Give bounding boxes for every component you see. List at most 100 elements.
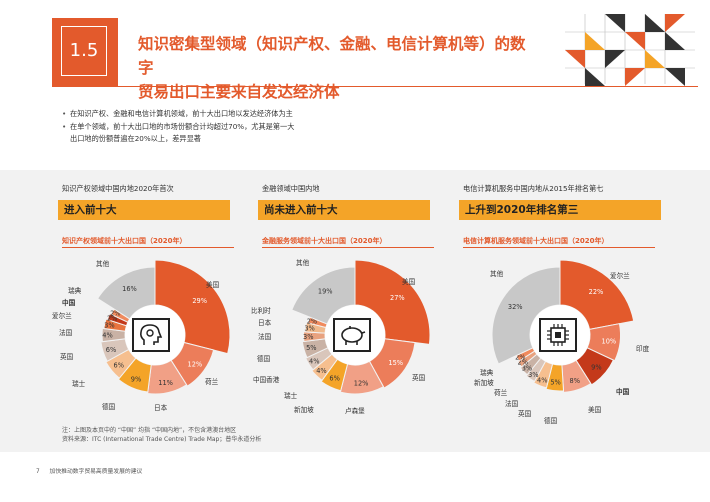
- slice-value-label: 4%: [102, 332, 112, 340]
- slice-value-label: 19%: [318, 288, 333, 296]
- panel-caption: 金融领域中国内地: [262, 184, 320, 193]
- slice-value-label: 6%: [106, 346, 116, 354]
- slice-value-label: 2%: [307, 318, 317, 326]
- bullet-item-continuation: 出口地的份额普遍在20%以上，差异显著: [70, 134, 201, 143]
- cpu-chip-icon: [539, 318, 577, 352]
- panel-caption: 电信计算机服务中国内地从2015年排名第七: [463, 184, 604, 193]
- page-title-line1: 知识密集型领域（知识产权、金融、电信计算机等）的数字: [138, 35, 526, 77]
- category-label: 法国: [505, 400, 519, 408]
- slice-value-label: 5%: [306, 344, 316, 352]
- slice-value-label: 9%: [131, 375, 141, 383]
- section-number-frame: 1.5: [61, 26, 107, 76]
- category-label-highlight: 中国: [62, 299, 76, 307]
- slice-value-label: 10%: [602, 338, 617, 346]
- note-line: 注：上图及本页中的 “中国” 均指 “中国内地”，不包含港澳台地区: [62, 427, 237, 434]
- slice-value-label: 3%: [304, 324, 314, 332]
- slice-value-label: 11%: [158, 379, 173, 387]
- category-label: 美国: [402, 278, 416, 286]
- slice-value-label: 3%: [104, 321, 114, 329]
- page-title-line2: 贸易出口主要来自发达经济体: [138, 83, 340, 101]
- category-label: 美国: [206, 281, 220, 289]
- category-label: 日本: [258, 319, 272, 327]
- slice-value-label: 4%: [316, 367, 326, 375]
- slice-value-label: 2%: [518, 359, 528, 367]
- slice-value-label: 4%: [537, 376, 547, 384]
- source-note: 注：上图及本页中的 “中国” 均指 “中国内地”，不包含港澳台地区 资料来源：I…: [62, 426, 261, 444]
- category-label: 英国: [412, 374, 426, 382]
- panel-badge: 进入前十大: [58, 200, 230, 220]
- slice-value-label: 12%: [188, 360, 203, 368]
- slice-value-label: 29%: [192, 297, 207, 305]
- category-label: 英国: [518, 410, 532, 418]
- footer-text: 加快推动数字贸易高质量发展的建议: [49, 469, 143, 475]
- category-label: 卢森堡: [345, 407, 365, 415]
- category-label: 德国: [544, 417, 558, 425]
- slice-value-label: 9%: [591, 364, 601, 372]
- panel-badge: 上升到2020年排名第三: [459, 200, 661, 220]
- slice-value-label: 15%: [388, 359, 403, 367]
- category-label: 新加坡: [294, 406, 314, 414]
- slice-value-label: 12%: [354, 380, 369, 388]
- piggy-bank-icon: [333, 318, 371, 352]
- page-title: 知识密集型领域（知识产权、金融、电信计算机等）的数字 贸易出口主要来自发达经济体: [138, 32, 538, 104]
- category-label: 其他: [296, 259, 310, 267]
- bullet-item: 在知识产权、金融和电信计算机领域，前十大出口地以发达经济体为主: [62, 108, 392, 121]
- panel-badge: 尚未进入前十大: [258, 200, 430, 220]
- section-number-box: 1.5: [52, 18, 118, 86]
- source-line: 资料来源：ITC (International Trade Centre) Tr…: [62, 436, 262, 443]
- decorative-triangles-pattern: [565, 14, 695, 86]
- category-label: 印度: [636, 345, 650, 353]
- section-number: 1.5: [69, 40, 99, 61]
- slice-value-label: 3%: [303, 333, 313, 341]
- bullet-item: 在单个领域，前十大出口地的市场份额合计均超过70%，尤其是第一大: [62, 121, 392, 134]
- category-label: 法国: [258, 333, 272, 341]
- category-label: 爱尔兰: [610, 272, 630, 280]
- category-label: 瑞士: [72, 380, 86, 388]
- slice-value-label: 22%: [589, 288, 604, 296]
- slice-value-label: 16%: [122, 285, 137, 293]
- chart-subtitle: 电信计算机服务领域前十大出口国（2020年）: [463, 237, 609, 245]
- category-label: 新加坡: [474, 379, 494, 387]
- panel-caption: 知识产权领域中国内地2020年首次: [62, 184, 174, 193]
- slice-value-label: 6%: [114, 361, 124, 369]
- category-label: 比利时: [251, 307, 271, 315]
- category-label-highlight: 中国: [616, 388, 630, 396]
- slice-value-label: 6%: [329, 375, 339, 383]
- category-label: 其他: [490, 270, 504, 278]
- slice-value-label: 4%: [309, 357, 319, 365]
- category-label: 其他: [96, 260, 110, 268]
- category-label: 瑞士: [284, 392, 298, 400]
- chart-subtitle: 知识产权领域前十大出口国（2020年）: [62, 237, 187, 245]
- subtitle-rule: [62, 247, 234, 248]
- category-label: 美国: [588, 406, 602, 414]
- category-label: 荷兰: [205, 378, 219, 386]
- slice-value-label: 3%: [522, 365, 532, 373]
- category-label: 荷兰: [494, 389, 508, 397]
- category-label: 爱尔兰: [52, 312, 72, 320]
- slice-value-label: 8%: [570, 377, 580, 385]
- slice-value-label: 5%: [550, 378, 560, 386]
- category-label: 瑞典: [480, 369, 494, 377]
- category-label: 日本: [154, 404, 168, 412]
- category-label: 德国: [257, 355, 271, 363]
- chart-subtitle: 金融服务领域前十大出口国（2020年）: [262, 237, 387, 245]
- subtitle-rule: [463, 247, 655, 248]
- slice-value-label: 32%: [508, 303, 523, 311]
- slice-value-label: 27%: [390, 294, 405, 302]
- page-footer: 7 加快推动数字贸易高质量发展的建议: [36, 466, 142, 475]
- category-label: 中国香港: [253, 376, 280, 384]
- head-gear-icon: [132, 318, 170, 352]
- slice-value-label: 3%: [528, 371, 538, 379]
- slice-value-label: 2%: [110, 310, 120, 318]
- category-label: 德国: [102, 403, 116, 411]
- category-label: 瑞典: [68, 287, 82, 295]
- category-label: 英国: [60, 353, 74, 361]
- slice-value-label: 2%: [107, 315, 117, 323]
- category-label: 法国: [59, 329, 73, 337]
- bullet-list: 在知识产权、金融和电信计算机领域，前十大出口地以发达经济体为主 在单个领域，前十…: [62, 108, 392, 146]
- slice-value-label: 2%: [515, 353, 525, 361]
- ip-donut-chart: 29%12%11%9%6%6%4%3%2%2%16%: [96, 259, 231, 395]
- page-number: 7: [36, 469, 40, 475]
- donut-slice: [147, 359, 188, 395]
- header-divider: [52, 86, 698, 87]
